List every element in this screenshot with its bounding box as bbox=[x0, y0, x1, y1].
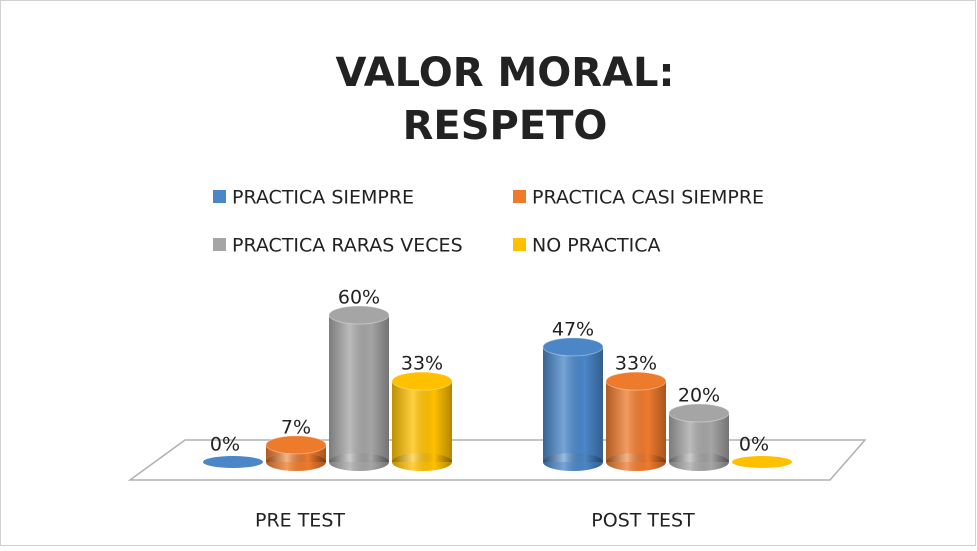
data-label: 33% bbox=[615, 353, 657, 375]
cylinder-top bbox=[605, 371, 667, 391]
cylinder-top bbox=[328, 305, 390, 325]
x-tick-label: PRE TEST bbox=[255, 510, 345, 532]
cylinder-flat bbox=[732, 456, 792, 468]
chart-title: VALOR MORAL: bbox=[335, 50, 674, 96]
cylinder bbox=[605, 371, 667, 471]
data-label: 0% bbox=[210, 434, 240, 456]
legend-label: NO PRACTICA bbox=[532, 235, 661, 257]
cylinder-body-shade bbox=[329, 315, 389, 462]
chart-title: RESPETO bbox=[403, 103, 608, 149]
legend-label: PRACTICA RARAS VECES bbox=[232, 235, 463, 257]
data-label: 7% bbox=[281, 416, 311, 438]
data-label: 47% bbox=[552, 318, 594, 340]
cylinder bbox=[328, 305, 390, 471]
cylinder bbox=[542, 337, 604, 471]
cylinder-body-shade bbox=[543, 346, 603, 462]
cylinder-body-shade bbox=[606, 381, 666, 462]
cylinder bbox=[391, 371, 453, 471]
data-label: 33% bbox=[401, 353, 443, 375]
cylinder-top bbox=[391, 371, 453, 391]
legend-label: PRACTICA SIEMPRE bbox=[232, 187, 414, 209]
cylinder bbox=[203, 456, 263, 468]
legend-label: PRACTICA CASI SIEMPRE bbox=[532, 187, 764, 209]
data-label: 60% bbox=[338, 287, 380, 309]
cylinder bbox=[265, 435, 327, 471]
legend-swatch bbox=[513, 190, 526, 203]
legend-swatch bbox=[513, 238, 526, 251]
cylinder bbox=[732, 456, 792, 468]
data-label: 0% bbox=[739, 434, 769, 456]
x-tick-label: POST TEST bbox=[591, 510, 695, 532]
cylinder bbox=[668, 403, 730, 471]
cylinder-top bbox=[542, 337, 604, 357]
cylinder-flat bbox=[203, 456, 263, 468]
data-label: 20% bbox=[678, 385, 720, 407]
cylinder-top bbox=[668, 403, 730, 423]
legend-swatch bbox=[213, 238, 226, 251]
cylinder-body-shade bbox=[392, 381, 452, 462]
legend-swatch bbox=[213, 190, 226, 203]
cylinder-top bbox=[265, 435, 327, 455]
